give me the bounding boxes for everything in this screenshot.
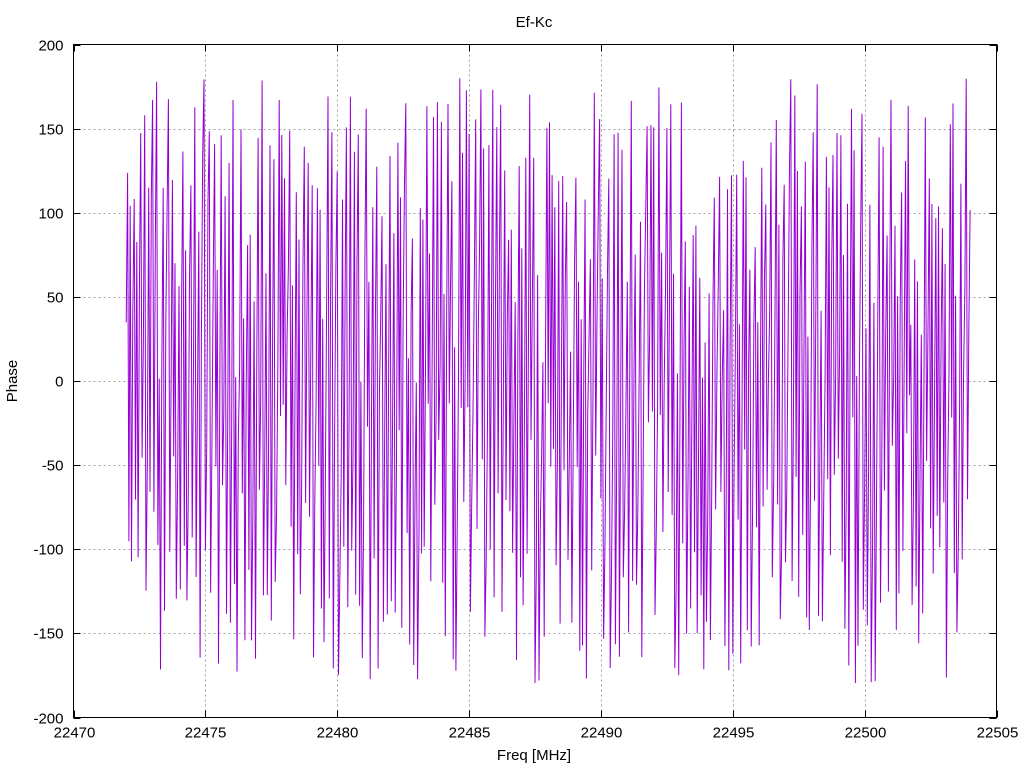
chart-title: Ef-Kc — [516, 14, 553, 31]
y-tick-label: 50 — [47, 290, 64, 307]
y-tick-label: 200 — [38, 38, 63, 55]
y-tick-label: 0 — [55, 374, 63, 391]
y-tick-label: 100 — [38, 206, 63, 223]
y-tick-label: -200 — [33, 711, 63, 728]
y-tick-label: -150 — [33, 626, 63, 643]
phase-series-line — [125, 78, 971, 684]
x-tick-label: 22475 — [185, 725, 227, 742]
x-axis-label: Freq [MHz] — [497, 747, 571, 764]
y-tick-label: -50 — [42, 458, 64, 475]
ticks-layer: 22470 22475 22480 22485 22490 22495 22500 22505… — [33, 38, 1018, 742]
y-tick-label: 150 — [38, 122, 63, 139]
x-tick-label: 22495 — [713, 725, 755, 742]
x-tick-label: 22485 — [449, 725, 491, 742]
x-tick-label: 22470 — [54, 725, 96, 742]
x-tick-label: 22480 — [317, 725, 359, 742]
series-layer — [125, 78, 971, 684]
y-tick-label: -100 — [33, 542, 63, 559]
x-tick-label: 22500 — [845, 725, 887, 742]
x-tick-label: 22490 — [581, 725, 623, 742]
y-axis-label: Phase — [4, 360, 21, 403]
x-tick-label: 22505 — [977, 725, 1019, 742]
